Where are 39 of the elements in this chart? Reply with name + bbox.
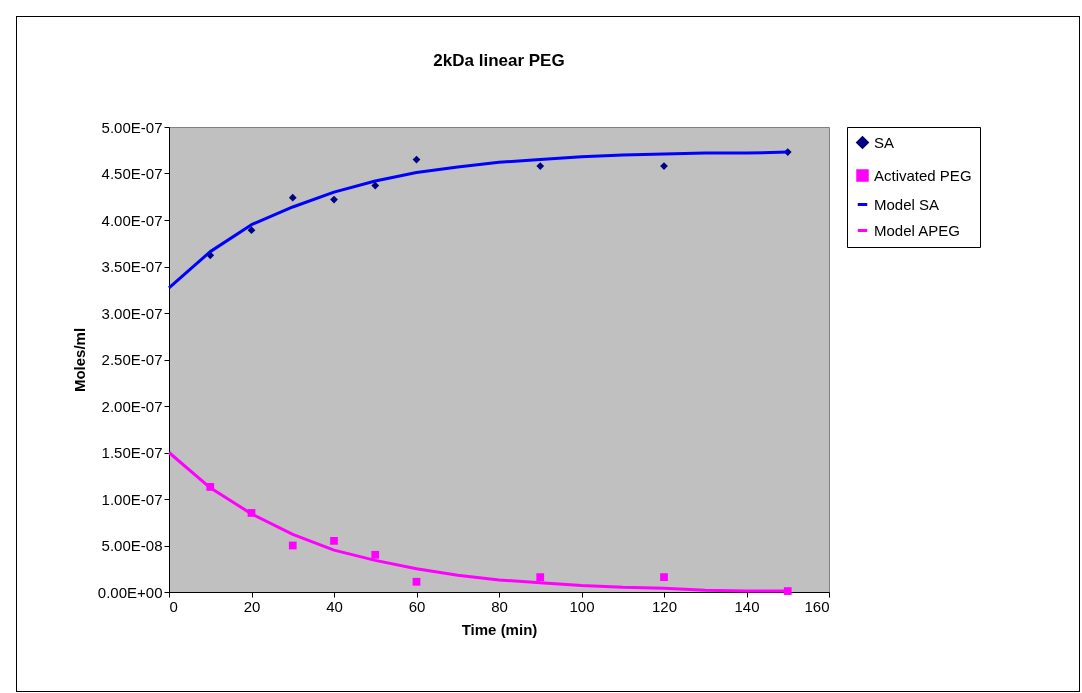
y-axis-title: Moles/ml bbox=[70, 327, 88, 393]
legend-label: SA bbox=[874, 133, 895, 151]
y-tick-label: 5.00E-07 bbox=[101, 118, 163, 136]
point bbox=[288, 541, 297, 550]
chart-title: 2kDa linear PEG bbox=[433, 51, 565, 70]
y-tick-label: 1.00E-07 bbox=[101, 490, 163, 508]
point bbox=[371, 550, 380, 559]
legend-label: Model APEG bbox=[874, 221, 960, 239]
x-tick-label: 0 bbox=[169, 597, 178, 615]
point bbox=[412, 577, 421, 586]
x-tick-label: 140 bbox=[734, 597, 760, 615]
x-tick-label: 20 bbox=[243, 597, 261, 615]
point bbox=[660, 573, 668, 581]
x-tick-label: 40 bbox=[326, 597, 343, 615]
x-tick-label: 100 bbox=[569, 597, 595, 615]
y-tick-label: 1.50E-07 bbox=[101, 444, 163, 461]
point bbox=[536, 162, 545, 170]
point bbox=[247, 226, 256, 235]
y-tick-label: 2.00E-07 bbox=[101, 397, 163, 415]
point bbox=[330, 195, 338, 204]
point bbox=[288, 193, 297, 202]
x-tick-label: 80 bbox=[491, 597, 508, 615]
line-series bbox=[167, 150, 790, 290]
x-tick-label: 120 bbox=[651, 597, 678, 615]
point bbox=[330, 536, 338, 545]
y-tick-label: 0.00E+00 bbox=[97, 583, 163, 601]
x-tick-label: 60 bbox=[408, 597, 426, 615]
x-tick-label: 160 bbox=[804, 597, 830, 615]
legend-label: Model SA bbox=[874, 195, 940, 213]
y-tick-label: 4.00E-07 bbox=[101, 211, 163, 229]
y-tick-label: 2.50E-07 bbox=[101, 351, 163, 368]
point bbox=[371, 181, 380, 190]
legend-label: Activated PEG bbox=[874, 166, 972, 184]
y-tick-label: 3.50E-07 bbox=[101, 258, 163, 275]
y-tick-label: 3.00E-07 bbox=[101, 304, 163, 322]
y-tick-label: 4.50E-07 bbox=[101, 165, 163, 182]
y-tick-label: 5.00E-08 bbox=[101, 537, 163, 554]
point bbox=[536, 573, 545, 581]
x-axis-title: Time (min) bbox=[461, 620, 538, 638]
